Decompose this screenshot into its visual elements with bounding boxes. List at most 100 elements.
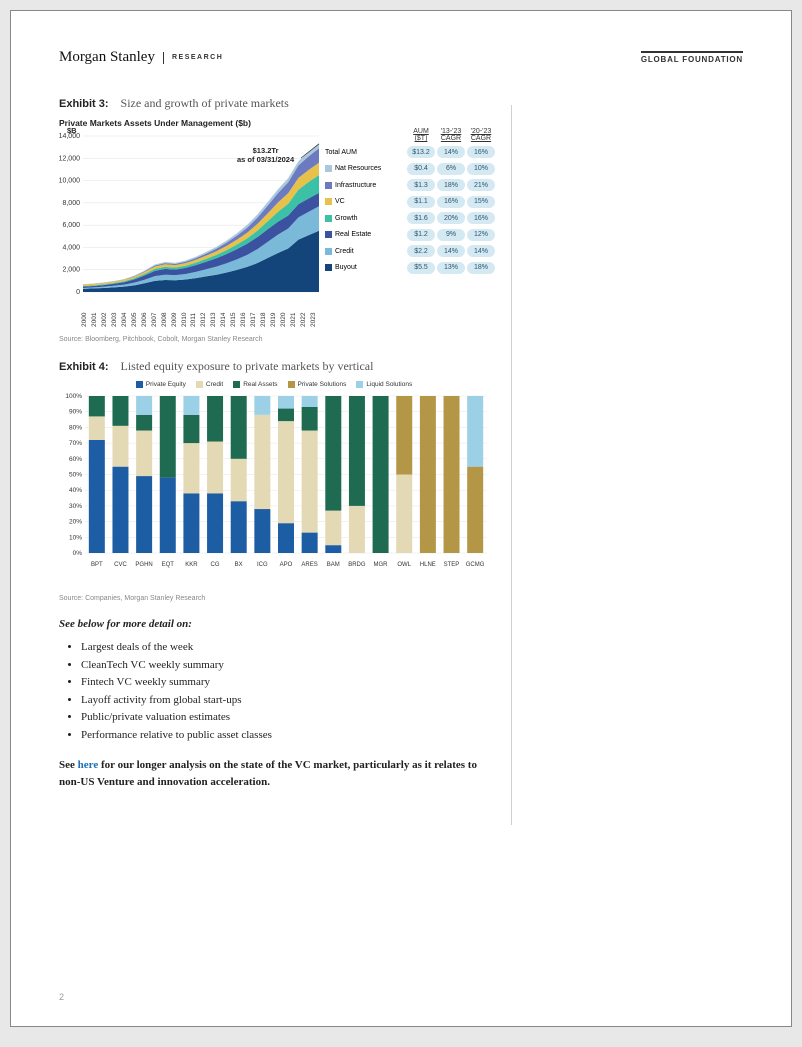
- page-header: Morgan Stanley RESEARCH GLOBAL FOUNDATIO…: [59, 49, 743, 66]
- svg-text:12,000: 12,000: [59, 155, 80, 162]
- para-pre: See: [59, 759, 78, 771]
- category-tick: ARES: [298, 562, 322, 568]
- data-pill: 18%: [437, 179, 465, 191]
- table-row: Nat Resources$0.46%10%: [325, 163, 493, 175]
- row-label: Buyout: [335, 264, 357, 271]
- legend-item: Credit: [196, 381, 223, 388]
- svg-text:90%: 90%: [69, 409, 82, 416]
- svg-text:100%: 100%: [65, 393, 82, 400]
- svg-text:2,000: 2,000: [62, 267, 80, 274]
- row-label: Growth: [335, 215, 358, 222]
- row-label: Nat Resources: [335, 165, 381, 172]
- table-row: Total AUM$13.214%16%: [325, 146, 493, 158]
- brand-divider: [163, 52, 164, 64]
- legend-swatch: [356, 381, 363, 388]
- exhibit3-body: $B 02,0004,0006,0008,00010,00012,00014,0…: [59, 128, 489, 333]
- svg-text:10,000: 10,000: [59, 178, 80, 185]
- year-tick: 2022: [300, 303, 307, 327]
- exhibit4-label: Exhibit 4:: [59, 361, 109, 373]
- table-row: Infrastructure$1.318%21%: [325, 179, 493, 191]
- data-pill: 21%: [467, 179, 495, 191]
- chart-annotation: $13.2Tr as of 03/31/2024: [237, 146, 294, 164]
- svg-text:0: 0: [76, 289, 80, 296]
- list-item: Performance relative to public asset cla…: [81, 727, 489, 745]
- global-foundation-label: GLOBAL FOUNDATION: [641, 51, 743, 64]
- exhibit4-heading: Exhibit 4: Listed equity exposure to pri…: [59, 357, 489, 375]
- category-tick: HLNE: [416, 562, 440, 568]
- col-cagr1: '13-'23 CAGR: [437, 128, 465, 142]
- closing-paragraph: See here for our longer analysis on the …: [59, 757, 489, 791]
- year-tick: 2003: [111, 303, 118, 327]
- category-tick: APO: [274, 562, 298, 568]
- category-tick: MGR: [369, 562, 393, 568]
- data-pill: 20%: [437, 212, 465, 224]
- exhibit3-source: Source: Bloomberg, Pitchbook, Cobolt, Mo…: [59, 336, 489, 343]
- category-tick: BPT: [85, 562, 109, 568]
- category-tick: BAM: [321, 562, 345, 568]
- exhibit3-area-chart: $B 02,0004,0006,0008,00010,00012,00014,0…: [59, 128, 321, 333]
- category-tick: STEP: [440, 562, 464, 568]
- annotation-date: as of 03/31/2024: [237, 155, 294, 164]
- exhibit4-bar-chart: 0%10%20%30%40%50%60%70%80%90%100% BPTCVC…: [59, 392, 489, 592]
- category-tick: BRDG: [345, 562, 369, 568]
- data-pill: 12%: [467, 229, 495, 241]
- brand-block: Morgan Stanley RESEARCH: [59, 49, 223, 66]
- table-header: AUM ($T) '13-'23 CAGR '20-'23 CAGR: [325, 128, 493, 142]
- legend-item: Private Solutions: [288, 381, 347, 388]
- svg-text:0%: 0%: [73, 550, 83, 557]
- data-pill: $1.1: [407, 196, 435, 208]
- table-row: Credit$2.214%14%: [325, 245, 493, 257]
- legend-label: Credit: [206, 381, 223, 388]
- legend-swatch: [288, 381, 295, 388]
- vertical-divider: [511, 105, 512, 825]
- exhibit4-title: Listed equity exposure to private market…: [121, 359, 374, 373]
- detail-lead: See below for more detail on:: [59, 616, 489, 633]
- data-pill: 15%: [467, 196, 495, 208]
- data-pill: 16%: [467, 212, 495, 224]
- year-tick: 2004: [121, 303, 128, 327]
- here-link[interactable]: here: [78, 759, 99, 771]
- list-item: Public/private valuation estimates: [81, 709, 489, 727]
- year-tick: 2001: [91, 303, 98, 327]
- table-row: Buyout$5.513%18%: [325, 262, 493, 274]
- svg-text:30%: 30%: [69, 503, 82, 510]
- data-pill: 10%: [467, 163, 495, 175]
- category-tick: OWL: [392, 562, 416, 568]
- year-tick: 2014: [220, 303, 227, 327]
- category-tick: KKR: [180, 562, 204, 568]
- data-pill: $5.5: [407, 262, 435, 274]
- legend-swatch: [325, 165, 332, 172]
- legend-swatch: [325, 198, 332, 205]
- svg-text:20%: 20%: [69, 519, 82, 526]
- year-tick: 2010: [181, 303, 188, 327]
- year-tick: 2011: [190, 303, 197, 327]
- legend-swatch: [325, 215, 332, 222]
- table-row: VC$1.116%15%: [325, 196, 493, 208]
- row-label: Credit: [335, 248, 354, 255]
- page-number: 2: [59, 992, 64, 1002]
- category-tick: GCMG: [463, 562, 487, 568]
- year-tick: 2023: [310, 303, 317, 327]
- exhibit3-chart-title: Private Markets Assets Under Management …: [59, 118, 489, 128]
- svg-text:60%: 60%: [69, 456, 82, 463]
- year-tick: 2002: [101, 303, 108, 327]
- legend-label: Private Equity: [146, 381, 186, 388]
- para-post: for our longer analysis on the state of …: [59, 759, 477, 788]
- exhibit4-legend: Private EquityCreditReal AssetsPrivate S…: [59, 381, 489, 388]
- exhibit3-title: Size and growth of private markets: [121, 96, 289, 110]
- data-pill: 14%: [437, 245, 465, 257]
- svg-text:40%: 40%: [69, 487, 82, 494]
- col-aum: AUM ($T): [407, 128, 435, 142]
- year-tick: 2015: [230, 303, 237, 327]
- data-pill: 9%: [437, 229, 465, 241]
- area-x-axis: 2000200120022003200420052006200720082009…: [81, 303, 317, 327]
- category-tick: EQT: [156, 562, 180, 568]
- year-tick: 2021: [290, 303, 297, 327]
- legend-swatch: [325, 231, 332, 238]
- data-pill: 6%: [437, 163, 465, 175]
- svg-text:10%: 10%: [69, 534, 82, 541]
- svg-text:50%: 50%: [69, 472, 82, 479]
- svg-text:80%: 80%: [69, 424, 82, 431]
- data-pill: 18%: [467, 262, 495, 274]
- brand-sub: RESEARCH: [172, 54, 223, 61]
